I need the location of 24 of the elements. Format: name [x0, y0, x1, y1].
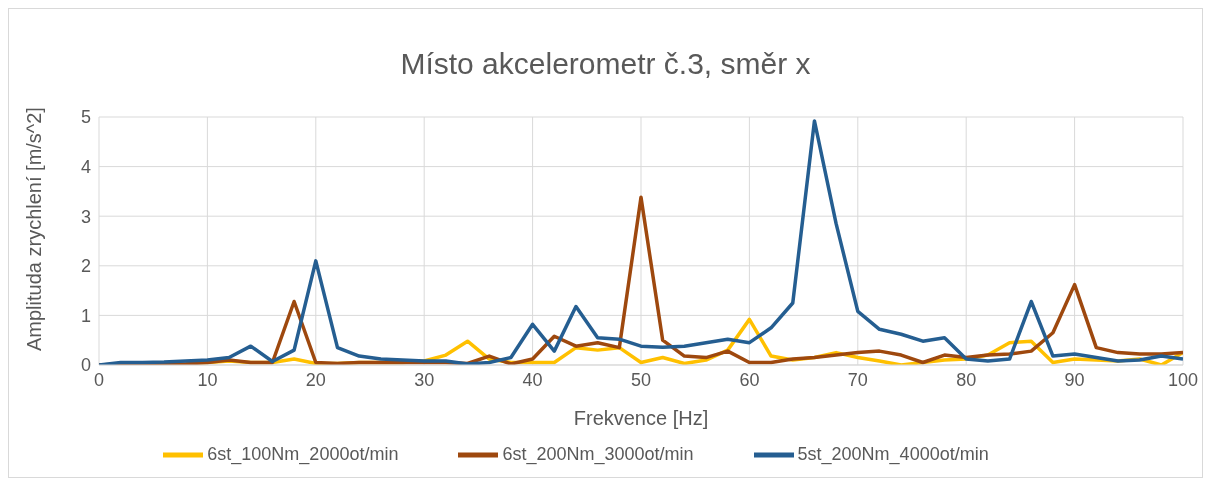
x-tick-label: 0: [93, 369, 105, 390]
x-tick-label: 10: [197, 369, 218, 390]
x-tick-label: 80: [956, 369, 977, 390]
y-tick-label: 1: [80, 305, 91, 326]
x-tick-label: 50: [630, 369, 652, 390]
y-tick-label: 5: [80, 107, 91, 128]
y-tick-label: 0: [80, 355, 91, 376]
x-tick-label: 30: [414, 369, 435, 390]
y-axis-title: Amplituda zrychlení [m/s^2]: [23, 107, 46, 351]
line-series: [99, 119, 1183, 365]
x-axis-title: Frekvence [Hz]: [573, 407, 709, 429]
legend-label: 6st_100Nm_2000ot/min: [207, 443, 399, 464]
y-tick-label: 2: [80, 256, 91, 277]
x-tick-label: 60: [739, 369, 760, 390]
x-tick-label: 90: [1064, 369, 1085, 390]
x-tick-label: 20: [305, 369, 326, 390]
chart-title: Místo akcelerometr č.3, směr x: [399, 46, 812, 82]
y-tick-label: 3: [80, 206, 91, 227]
legend-label: 5st_200Nm_4000ot/min: [797, 443, 989, 464]
y-tick-label: 4: [80, 156, 91, 177]
x-tick-label: 40: [522, 369, 543, 390]
x-tick-label: 70: [847, 369, 868, 390]
x-tick-label: 100: [1167, 369, 1199, 390]
legend-label: 6st_200Nm_3000ot/min: [502, 443, 694, 464]
